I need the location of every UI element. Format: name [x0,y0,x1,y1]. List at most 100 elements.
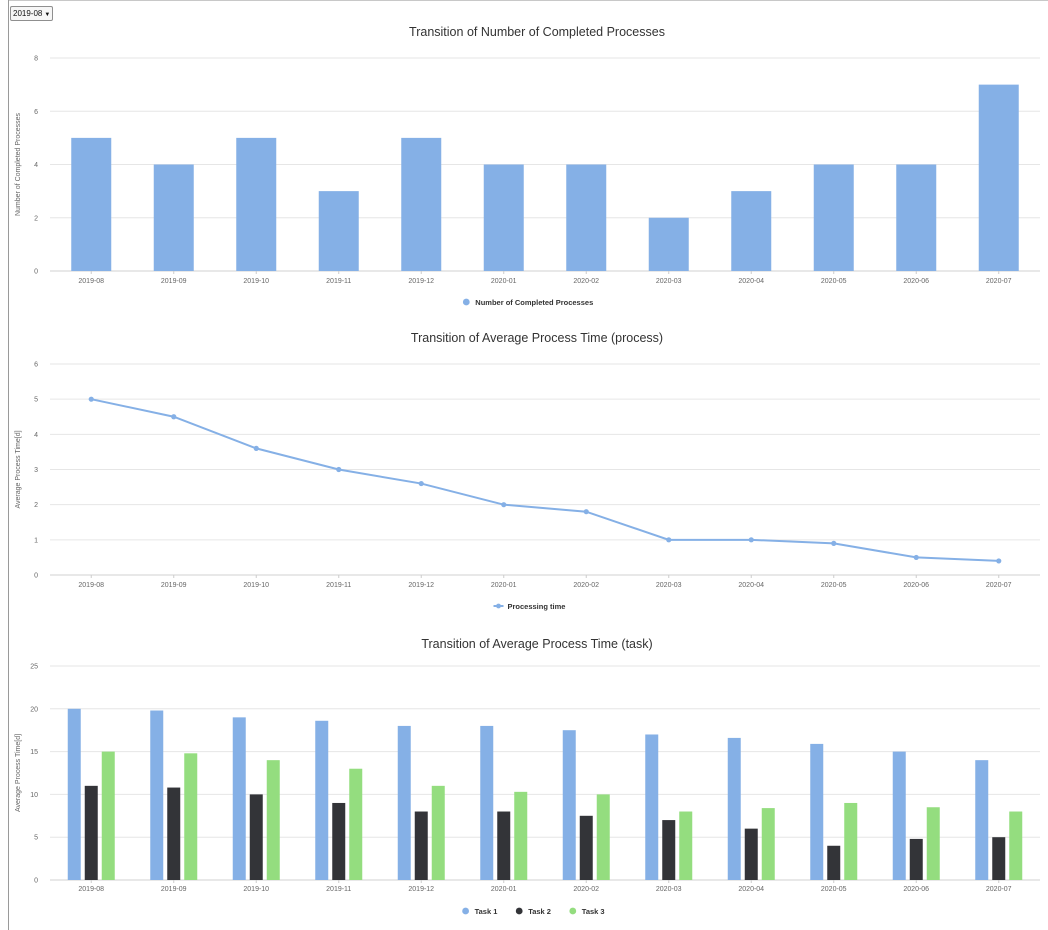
x-tick-label: 2020-03 [656,582,682,589]
bar-number-of-completed-processes [896,164,937,271]
x-tick-label: 2020-07 [986,582,1012,589]
data-point [583,509,589,515]
x-tick-label: 2019-12 [408,278,434,285]
y-axis-label: Average Process Time[d] [15,734,22,812]
y-axis-label: Number of Completed Processes [15,112,22,216]
x-tick-label: 2019-08 [78,278,104,285]
legend-swatch [569,907,577,915]
bar-task-2 [332,802,346,880]
period-select[interactable]: 2019-08 ▼ [10,6,54,21]
bar-task-2 [909,838,923,880]
bar-number-of-completed-processes [153,164,194,271]
x-tick-label: 2019-12 [408,886,434,893]
legend-swatch [515,907,523,915]
x-tick-label: 2019-09 [161,582,187,589]
bar-task-1 [727,737,741,880]
x-tick-label: 2020-02 [573,278,599,285]
x-tick-label: 2019-09 [161,886,187,893]
bar-number-of-completed-processes [648,217,689,271]
y-tick-label: 6 [34,362,38,369]
bar-number-of-completed-processes [71,137,112,271]
series-line-processing-time [91,398,999,562]
bar-task-3 [596,794,610,880]
bar-task-1 [810,743,824,880]
bar-task-1 [892,751,906,880]
bar-number-of-completed-processes [566,164,607,271]
x-tick-label: 2019-11 [326,278,351,285]
legend-swatch [462,907,469,915]
x-tick-label: 2020-07 [986,886,1012,893]
x-tick-label: 2019-10 [243,278,269,285]
bar-task-3 [1009,811,1023,880]
chart-1: Transition of Number of Completed Proces… [15,25,1040,307]
bar-task-2 [84,785,98,880]
data-point [913,554,919,561]
x-tick-label: 2019-11 [326,582,351,589]
bar-task-3 [101,751,115,880]
x-tick-label: 2019-12 [408,582,434,589]
x-tick-label: 2020-05 [821,582,847,589]
x-tick-label: 2020-04 [738,278,764,285]
bar-task-1 [397,725,411,880]
y-tick-label: 0 [34,573,38,580]
y-tick-label: 5 [34,835,38,842]
bar-number-of-completed-processes [483,164,524,271]
bar-task-1 [67,708,81,880]
bar-task-2 [992,837,1006,880]
y-tick-label: 0 [34,269,38,276]
bar-task-3 [679,811,693,880]
x-tick-label: 2020-04 [738,582,764,589]
x-tick-label: 2020-02 [573,582,599,589]
bar-task-2 [744,828,758,880]
data-point [501,502,507,508]
data-point [996,558,1002,564]
y-tick-label: 4 [34,162,38,169]
page-frame-top [8,0,1048,1]
data-point [88,396,94,402]
bar-task-1 [480,725,494,880]
bar-task-1 [645,734,659,880]
legend-swatch [462,298,470,306]
y-tick-label: 8 [34,56,38,63]
x-tick-label: 2019-08 [78,886,104,893]
x-tick-label: 2020-07 [986,278,1012,285]
x-tick-label: 2020-06 [903,278,929,285]
x-tick-label: 2020-01 [491,582,517,589]
x-tick-label: 2020-05 [821,278,847,285]
x-tick-label: 2020-04 [738,886,764,893]
x-tick-label: 2020-06 [903,886,929,893]
chart-3: Transition of Average Process Time (task… [15,637,1040,916]
bar-task-3 [761,808,775,880]
y-tick-label: 15 [30,749,38,756]
bar-task-3 [514,791,528,880]
chevron-down-icon: ▼ [44,12,51,18]
period-select-value: 2019-08 [13,9,43,18]
y-tick-label: 0 [34,878,38,885]
bar-number-of-completed-processes [401,137,442,271]
bar-task-1 [232,717,246,880]
bar-task-2 [827,845,841,880]
bar-number-of-completed-processes [318,191,359,271]
y-tick-label: 4 [34,432,38,439]
y-tick-label: 2 [34,502,38,509]
bar-task-2 [249,794,263,880]
bar-task-3 [844,802,858,880]
bar-number-of-completed-processes [236,137,277,271]
x-tick-label: 2020-06 [903,582,929,589]
legend-label: Task 2 [528,907,551,916]
chart-2: Transition of Average Process Time (proc… [15,331,1040,611]
chart-title: Transition of Average Process Time (proc… [411,331,663,345]
bar-task-2 [662,820,676,880]
page-frame-left [8,0,9,930]
bar-task-1 [150,710,164,880]
bar-task-3 [431,785,445,880]
y-tick-label: 3 [34,467,38,474]
x-tick-label: 2020-02 [573,886,599,893]
x-tick-label: 2020-01 [491,278,517,285]
x-tick-label: 2020-03 [656,278,682,285]
x-tick-label: 2019-11 [326,886,351,893]
legend-label: Task 3 [582,907,605,916]
bar-task-2 [167,787,181,880]
bar-number-of-completed-processes [978,84,1019,271]
